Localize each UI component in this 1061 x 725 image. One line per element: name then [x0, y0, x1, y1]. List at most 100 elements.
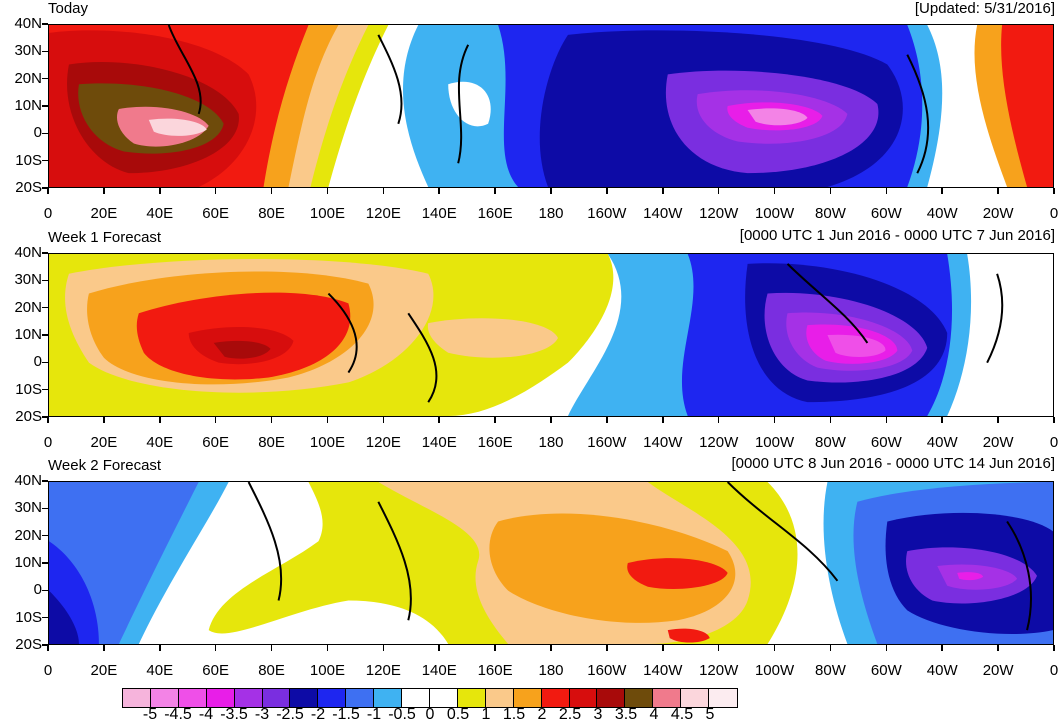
lon-tick [159, 645, 161, 651]
lon-label: 0 [43, 434, 53, 451]
lon-label: 140W [643, 205, 683, 222]
lon-label: 0 [43, 662, 53, 679]
panel-title-today: Today [48, 0, 89, 17]
colorbar-swatch [346, 689, 375, 707]
lat-label: 40N [14, 244, 42, 261]
lon-tick [270, 417, 273, 423]
lon-label: 0 [1049, 434, 1059, 451]
lon-label: 180 [538, 205, 564, 222]
lon-tick [494, 188, 496, 194]
lon-tick [103, 188, 105, 194]
lon-label: 0 [1049, 662, 1059, 679]
lat-label: 0 [33, 124, 42, 142]
lon-label: 120W [699, 434, 739, 451]
lon-label: 100W [754, 205, 795, 222]
lon-label: 60W [870, 662, 902, 679]
lat-tick [42, 361, 48, 364]
lat-tick [42, 306, 48, 309]
lat-label: 30N [14, 499, 42, 517]
lon-label: 160E [477, 662, 513, 679]
lat-tick [42, 507, 48, 510]
lon-label: 160W [587, 662, 627, 679]
lon-tick [494, 645, 496, 651]
lon-tick [829, 645, 832, 651]
lon-tick [47, 188, 49, 194]
updated-label: [Updated: 5/31/2016] [914, 0, 1055, 17]
lat-tick [42, 279, 48, 282]
lon-tick [885, 417, 888, 423]
lat-tick [42, 77, 48, 80]
lon-tick [829, 188, 832, 194]
colorbar-swatch [709, 689, 737, 707]
lon-label: 100E [309, 434, 345, 451]
lon-label: 60E [202, 205, 230, 222]
lon-tick [159, 417, 161, 423]
lon-tick [941, 645, 943, 651]
lon-label: 80W [815, 434, 846, 451]
lon-label: 140E [421, 662, 457, 679]
lon-label: 40W [926, 434, 958, 451]
lon-label: 60W [870, 434, 902, 451]
colorbar-label: 1 [481, 706, 491, 723]
colorbar-label: -1.5 [332, 706, 360, 723]
lon-label: 20W [982, 434, 1014, 451]
lon-label: 160E [477, 205, 513, 222]
lat-label: 0 [33, 353, 42, 371]
lat-label: 10N [14, 554, 42, 571]
lon-label: 40E [146, 205, 174, 222]
colorbar-label: -0.5 [388, 706, 416, 723]
colorbar-swatch [541, 689, 570, 707]
lon-label: 100E [309, 205, 345, 222]
lon-tick [326, 645, 329, 651]
lon-label: 120E [365, 662, 401, 679]
lat-label: 10S [15, 608, 42, 626]
colorbar-swatch [234, 689, 263, 707]
lon-label: 40E [146, 434, 174, 451]
lon-tick [717, 417, 720, 423]
lat-label: 10S [15, 151, 42, 169]
colorbar-swatch [653, 689, 682, 707]
map-today [48, 24, 1054, 188]
lon-label: 0 [43, 205, 53, 222]
lon-label: 20E [90, 434, 118, 451]
lon-label: 120E [365, 434, 401, 451]
lon-tick [1053, 188, 1055, 194]
lon-tick [662, 645, 664, 651]
colorbar-label: -4 [198, 706, 214, 723]
colorbar-swatch [597, 689, 626, 707]
map-week1-field [49, 254, 1053, 416]
lon-label: 140W [643, 434, 683, 451]
colorbar-swatch [485, 689, 514, 707]
lat-label: 20S [15, 636, 42, 653]
lon-label: 0 [1049, 205, 1059, 222]
lat-tick [42, 388, 48, 391]
lat-tick [42, 252, 48, 254]
lon-label: 20E [90, 205, 118, 222]
lon-tick [1053, 645, 1055, 651]
lat-label: 20N [14, 526, 42, 544]
lon-tick [997, 645, 999, 651]
lon-label: 60E [202, 662, 230, 679]
lon-label: 180 [538, 434, 564, 451]
lon-label: 160E [477, 434, 513, 451]
lon-label: 80W [815, 662, 846, 679]
map-week1 [48, 253, 1054, 417]
lon-label: 120W [699, 662, 739, 679]
lat-label: 20S [15, 408, 42, 425]
lat-label: 20N [14, 298, 42, 316]
lat-label: 30N [14, 42, 42, 60]
colorbar-swatch [681, 689, 710, 707]
lon-label: 20W [982, 662, 1014, 679]
colorbar-label: 0.5 [446, 706, 470, 723]
colorbar-label: -2 [310, 706, 326, 723]
lon-tick [382, 188, 385, 194]
colorbar-swatch [457, 689, 486, 707]
lon-tick [773, 188, 776, 194]
lat-tick [42, 480, 48, 482]
colorbar-label: -3.5 [220, 706, 248, 723]
lon-label: 40E [146, 662, 174, 679]
lon-tick [214, 417, 217, 423]
lon-tick [662, 417, 664, 423]
map-week2-field [49, 482, 1053, 644]
lon-tick [326, 188, 329, 194]
